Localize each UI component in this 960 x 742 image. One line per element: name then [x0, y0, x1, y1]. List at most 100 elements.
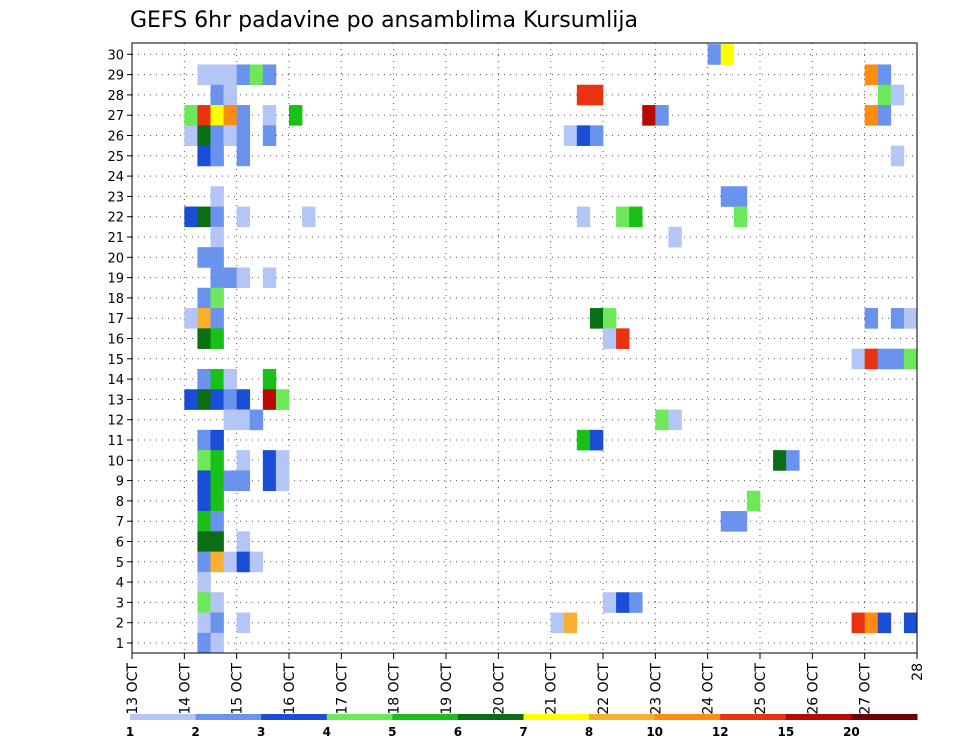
precip-cell — [289, 105, 303, 126]
y-tick-label: 18 — [107, 292, 124, 307]
y-tick-label: 25 — [107, 150, 124, 165]
precip-cell — [197, 531, 211, 552]
precip-cell — [720, 186, 735, 207]
precip-cell — [655, 409, 669, 431]
precip-cell — [733, 511, 748, 532]
x-tick-label: 19 OCT — [439, 663, 455, 715]
precip-cell — [197, 490, 211, 512]
precip-cell — [197, 571, 211, 593]
precip-cell — [210, 145, 224, 167]
colorbar-label: 6 — [454, 725, 462, 739]
precip-cell — [236, 206, 251, 228]
x-tick-label: 20 OCT — [491, 663, 507, 715]
y-axis-member-ticks: 1234567891011121314151617181920212223242… — [107, 48, 132, 652]
x-tick-label: 18 OCT — [387, 663, 403, 715]
precip-cell — [733, 186, 748, 207]
x-tick-label: 21 OCT — [544, 663, 560, 715]
precip-cell — [197, 125, 211, 146]
x-tick-label: 15 OCT — [230, 663, 246, 715]
colorbar-swatch — [654, 714, 721, 720]
colorbar-label: 1 — [126, 725, 134, 739]
precip-cell — [877, 84, 892, 106]
x-tick-label: 23 OCT — [648, 663, 664, 715]
colorbar-swatch — [261, 714, 328, 720]
precip-cell — [236, 105, 251, 126]
precip-cell — [877, 612, 892, 634]
y-tick-label: 1 — [116, 637, 124, 652]
y-tick-label: 20 — [107, 251, 124, 266]
precip-cell — [275, 389, 290, 410]
precip-cell — [262, 64, 277, 86]
precip-cell — [236, 531, 251, 552]
precip-cell — [890, 348, 905, 370]
y-tick-label: 24 — [107, 170, 124, 185]
precip-cell — [668, 409, 682, 431]
precip-cell — [616, 328, 630, 349]
precip-cell — [197, 308, 211, 329]
precip-cell — [210, 84, 224, 106]
y-tick-label: 8 — [116, 495, 124, 510]
precip-cell — [589, 308, 604, 329]
colorbar-label: 10 — [646, 725, 663, 739]
precip-cell — [262, 470, 277, 492]
precip-cell — [275, 470, 290, 492]
precip-cell — [236, 145, 251, 167]
precip-cell — [629, 206, 643, 228]
precip-cell — [746, 490, 761, 512]
precip-cell — [197, 145, 211, 167]
precip-cell — [210, 612, 224, 634]
precip-cell — [236, 612, 251, 634]
precip-cell — [197, 429, 211, 451]
precip-cell — [642, 105, 656, 126]
y-tick-label: 17 — [107, 312, 124, 327]
precip-cell — [589, 125, 604, 146]
colorbar-swatch — [326, 714, 393, 720]
precip-cell — [236, 64, 251, 86]
precip-cell — [210, 328, 224, 349]
precip-cell — [210, 287, 224, 309]
precip-cell — [890, 308, 905, 329]
chart-title: GEFS 6hr padavine po ansamblima Kursumli… — [130, 8, 638, 33]
precip-cell — [603, 308, 617, 329]
y-tick-label: 6 — [116, 536, 124, 551]
precip-cell — [616, 592, 630, 613]
y-tick-label: 14 — [107, 373, 124, 388]
precip-cell — [249, 551, 264, 573]
precip-cell — [184, 389, 198, 410]
y-tick-label: 15 — [107, 353, 124, 368]
y-tick-label: 9 — [116, 475, 124, 490]
precip-cell — [864, 612, 879, 634]
x-tick-label: 17 OCT — [334, 663, 350, 715]
colorbar-label: 5 — [388, 725, 396, 739]
precip-cell — [550, 612, 565, 634]
colorbar-swatch — [392, 714, 459, 720]
precip-cell — [210, 125, 224, 146]
precip-cell — [210, 490, 224, 512]
precip-cell — [184, 308, 198, 329]
precip-cell — [210, 308, 224, 329]
precip-cell — [223, 551, 237, 573]
precip-cell — [223, 84, 237, 106]
precip-cell — [249, 409, 264, 431]
precip-cell — [720, 44, 735, 65]
precip-cell — [197, 592, 211, 613]
x-tick-label: 13 OCT — [125, 663, 141, 715]
precip-cell — [864, 64, 879, 86]
precip-cell — [210, 368, 224, 390]
y-tick-label: 16 — [107, 333, 124, 348]
precip-cells — [184, 44, 918, 654]
y-tick-label: 4 — [116, 576, 124, 591]
y-tick-label: 7 — [116, 515, 124, 530]
precip-cell — [197, 105, 211, 126]
precip-cell — [262, 125, 277, 146]
precip-cell — [197, 551, 211, 573]
precip-cell — [236, 551, 251, 573]
x-tick-label: 26 OCT — [805, 663, 821, 715]
precip-cell — [877, 64, 892, 86]
precip-cell — [851, 348, 865, 370]
precip-cell — [302, 206, 316, 228]
precip-cell — [223, 125, 237, 146]
x-axis-date-ticks: 13 OCT 14 OCT 15 OCT 16 OCT 17 OCT 18 OCT 19 O… — [125, 653, 926, 715]
colorbar-swatch — [457, 714, 524, 720]
